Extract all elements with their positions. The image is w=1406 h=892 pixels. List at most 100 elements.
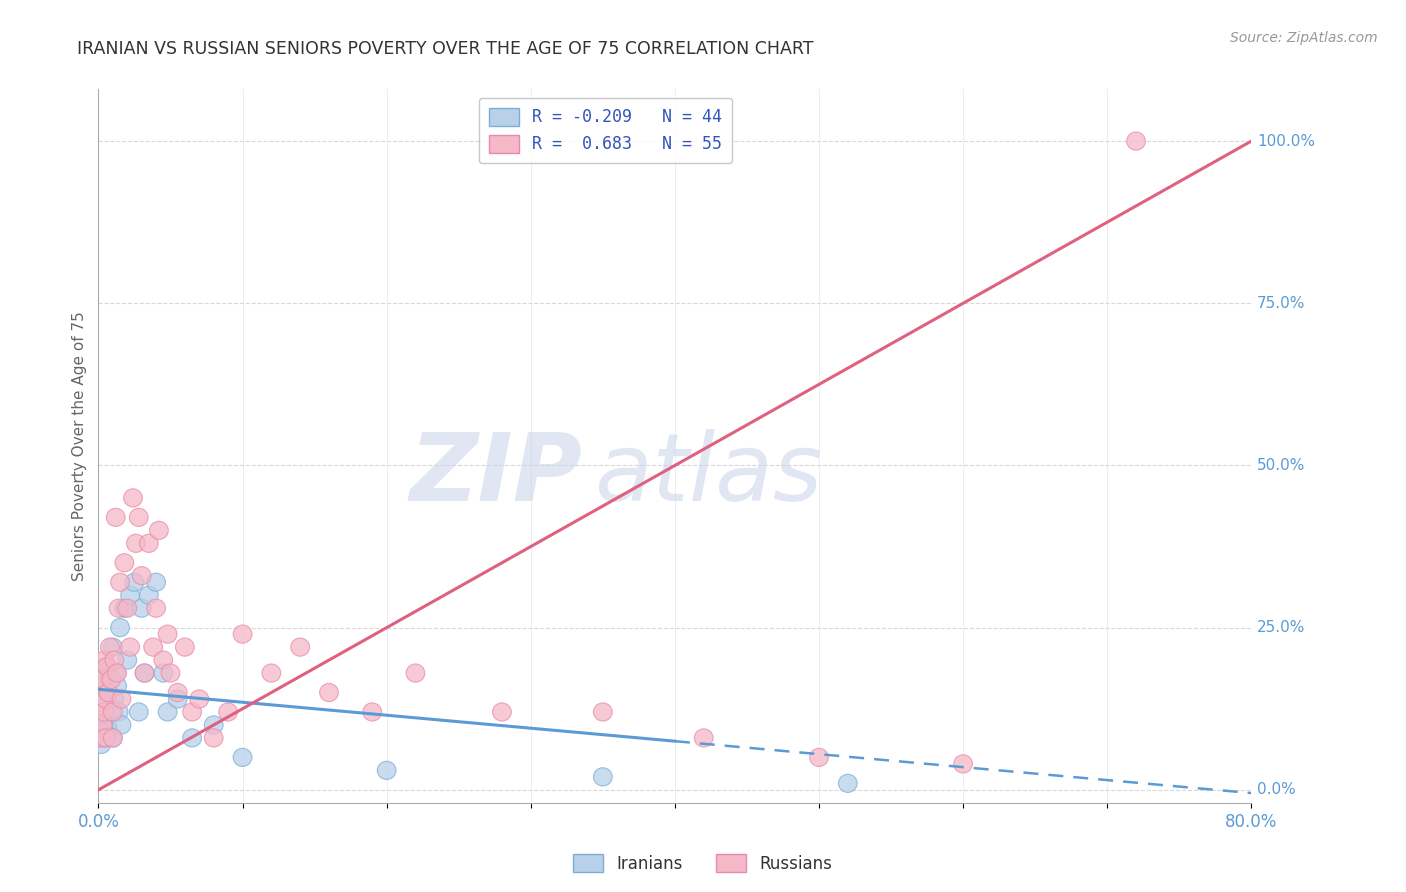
Ellipse shape xyxy=(132,566,150,585)
Ellipse shape xyxy=(91,729,111,747)
Ellipse shape xyxy=(104,638,122,657)
Ellipse shape xyxy=(110,599,128,617)
Ellipse shape xyxy=(169,683,187,702)
Ellipse shape xyxy=(153,651,173,669)
Ellipse shape xyxy=(115,599,134,617)
Ellipse shape xyxy=(953,755,973,773)
Ellipse shape xyxy=(115,554,134,572)
Ellipse shape xyxy=(91,683,111,702)
Ellipse shape xyxy=(159,703,177,721)
Ellipse shape xyxy=(97,657,117,675)
Ellipse shape xyxy=(262,664,281,682)
Ellipse shape xyxy=(90,697,110,714)
Ellipse shape xyxy=(363,703,381,721)
Ellipse shape xyxy=(176,638,194,657)
Ellipse shape xyxy=(93,671,112,689)
Ellipse shape xyxy=(103,703,121,721)
Legend: R = -0.209   N = 44, R =  0.683   N = 55: R = -0.209 N = 44, R = 0.683 N = 55 xyxy=(479,97,733,163)
Ellipse shape xyxy=(319,683,339,702)
Ellipse shape xyxy=(93,723,112,740)
Ellipse shape xyxy=(91,735,111,754)
Ellipse shape xyxy=(96,729,115,747)
Ellipse shape xyxy=(146,574,166,591)
Ellipse shape xyxy=(143,638,163,657)
Ellipse shape xyxy=(124,489,142,507)
Ellipse shape xyxy=(127,534,145,552)
Ellipse shape xyxy=(139,586,159,604)
Ellipse shape xyxy=(108,677,127,695)
Ellipse shape xyxy=(91,677,111,695)
Ellipse shape xyxy=(94,703,114,721)
Ellipse shape xyxy=(105,690,124,708)
Text: 25.0%: 25.0% xyxy=(1257,620,1306,635)
Ellipse shape xyxy=(233,748,252,766)
Ellipse shape xyxy=(146,599,166,617)
Ellipse shape xyxy=(233,625,252,643)
Ellipse shape xyxy=(94,664,114,682)
Ellipse shape xyxy=(219,703,238,721)
Ellipse shape xyxy=(129,508,148,526)
Ellipse shape xyxy=(96,690,115,708)
Ellipse shape xyxy=(139,534,159,552)
Ellipse shape xyxy=(132,599,150,617)
Ellipse shape xyxy=(121,638,139,657)
Ellipse shape xyxy=(112,690,131,708)
Ellipse shape xyxy=(291,638,309,657)
Ellipse shape xyxy=(94,709,114,728)
Ellipse shape xyxy=(97,716,117,734)
Ellipse shape xyxy=(810,748,828,766)
Ellipse shape xyxy=(97,657,117,675)
Ellipse shape xyxy=(183,703,201,721)
Ellipse shape xyxy=(93,671,112,689)
Ellipse shape xyxy=(1126,132,1146,150)
Ellipse shape xyxy=(121,586,139,604)
Ellipse shape xyxy=(593,768,612,786)
Ellipse shape xyxy=(153,664,173,682)
Text: 50.0%: 50.0% xyxy=(1257,458,1306,473)
Ellipse shape xyxy=(111,574,129,591)
Ellipse shape xyxy=(96,690,115,708)
Ellipse shape xyxy=(90,729,110,747)
Ellipse shape xyxy=(118,599,136,617)
Ellipse shape xyxy=(101,638,120,657)
Ellipse shape xyxy=(183,729,201,747)
Ellipse shape xyxy=(105,651,124,669)
Ellipse shape xyxy=(100,683,118,702)
Ellipse shape xyxy=(96,729,115,747)
Ellipse shape xyxy=(118,651,136,669)
Ellipse shape xyxy=(104,729,122,747)
Ellipse shape xyxy=(110,703,128,721)
Ellipse shape xyxy=(101,671,120,689)
Ellipse shape xyxy=(111,618,129,637)
Ellipse shape xyxy=(406,664,425,682)
Ellipse shape xyxy=(100,723,118,740)
Ellipse shape xyxy=(135,664,153,682)
Ellipse shape xyxy=(91,703,111,721)
Ellipse shape xyxy=(107,508,125,526)
Text: 75.0%: 75.0% xyxy=(1257,296,1306,310)
Ellipse shape xyxy=(90,697,110,714)
Ellipse shape xyxy=(135,664,153,682)
Ellipse shape xyxy=(104,703,122,721)
Ellipse shape xyxy=(107,664,125,682)
Ellipse shape xyxy=(108,664,127,682)
Ellipse shape xyxy=(90,723,110,740)
Ellipse shape xyxy=(93,716,112,734)
Ellipse shape xyxy=(492,703,512,721)
Ellipse shape xyxy=(159,625,177,643)
Y-axis label: Seniors Poverty Over the Age of 75: Seniors Poverty Over the Age of 75 xyxy=(72,311,87,581)
Ellipse shape xyxy=(94,651,114,669)
Text: ZIP: ZIP xyxy=(409,428,582,521)
Ellipse shape xyxy=(129,703,148,721)
Legend: Iranians, Russians: Iranians, Russians xyxy=(567,847,839,880)
Ellipse shape xyxy=(100,683,118,702)
Ellipse shape xyxy=(169,690,187,708)
Text: atlas: atlas xyxy=(595,429,823,520)
Ellipse shape xyxy=(204,729,224,747)
Ellipse shape xyxy=(103,671,121,689)
Ellipse shape xyxy=(149,521,169,540)
Ellipse shape xyxy=(377,761,396,780)
Ellipse shape xyxy=(593,703,612,721)
Text: IRANIAN VS RUSSIAN SENIORS POVERTY OVER THE AGE OF 75 CORRELATION CHART: IRANIAN VS RUSSIAN SENIORS POVERTY OVER … xyxy=(77,40,814,58)
Ellipse shape xyxy=(190,690,208,708)
